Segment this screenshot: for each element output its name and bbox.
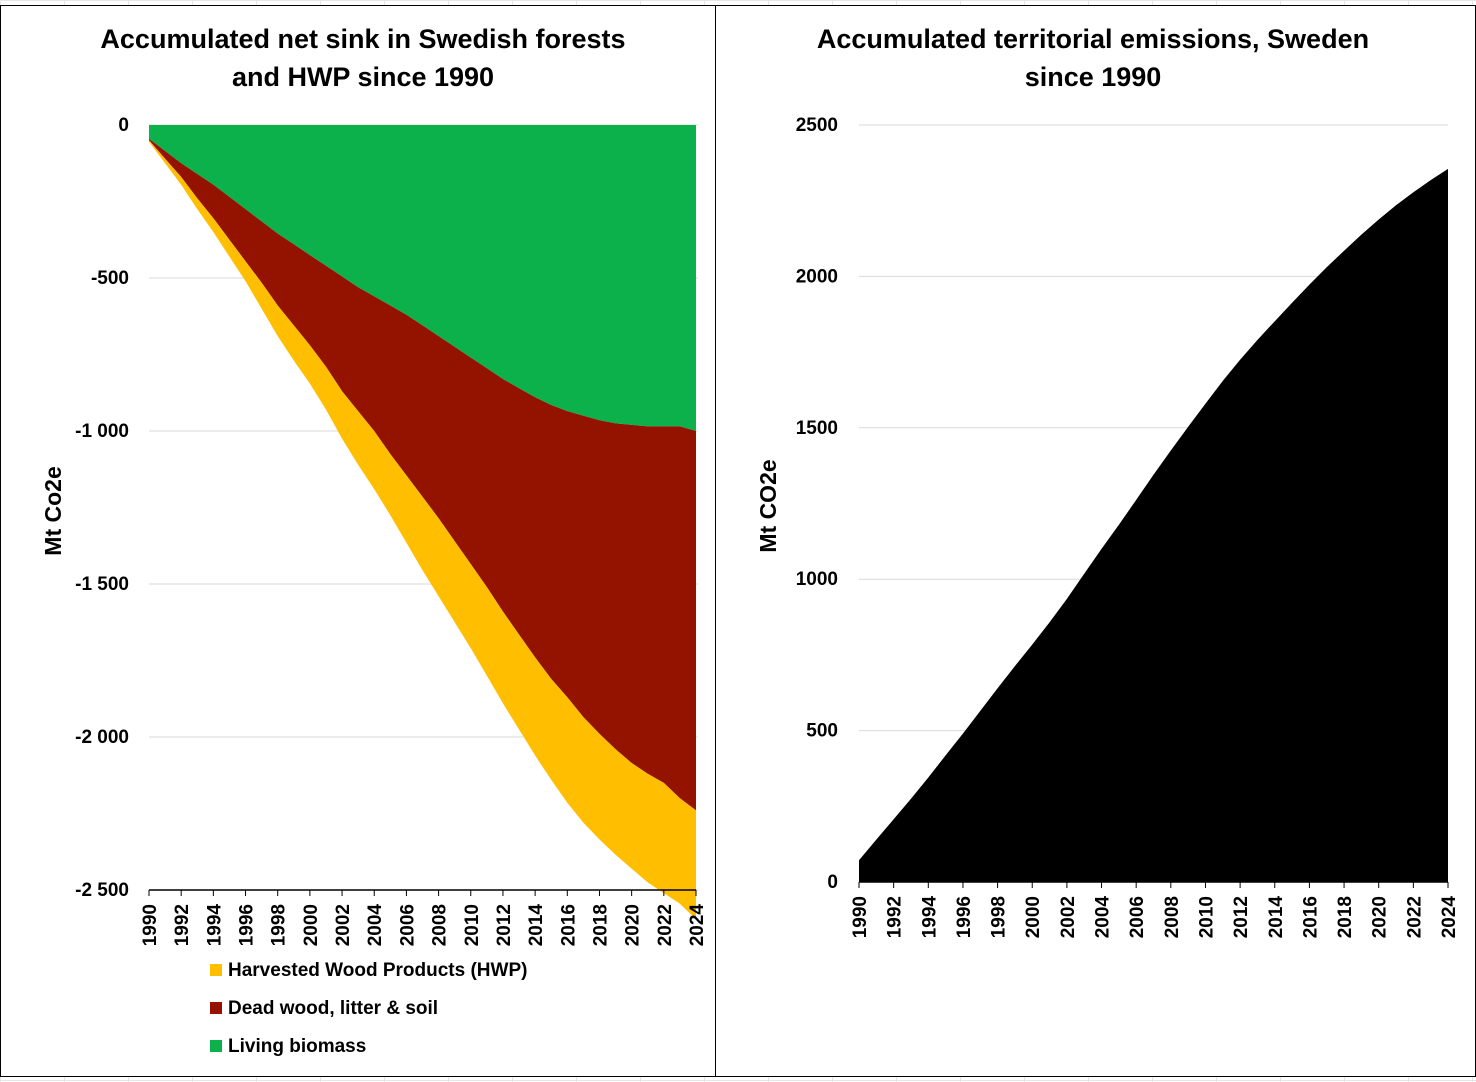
right-x-tick-label: 1992 (885, 896, 906, 938)
left-y-tick-label: -500 (91, 268, 129, 289)
legend-label-living-biomass: Living biomass (228, 1036, 366, 1057)
left-chart-title-line-2: and HWP since 1990 (232, 62, 494, 92)
right-x-tick-label: 2004 (1093, 896, 1114, 939)
right-area-emissions (859, 168, 1448, 882)
left-chart-panel: Accumulated net sink in Swedish forests … (0, 5, 716, 1077)
right-x-tick-label: 2010 (1197, 896, 1218, 938)
right-x-tick-label: 2020 (1370, 896, 1391, 938)
right-chart-title-line-2: since 1990 (1025, 62, 1162, 92)
left-y-tick-label: 0 (118, 115, 129, 136)
left-x-tick-label: 2008 (430, 904, 451, 946)
right-y-tick-label: 1000 (796, 569, 838, 590)
right-x-tick-label: 1990 (850, 896, 871, 938)
right-x-tick-label: 2014 (1266, 896, 1287, 939)
left-x-tick-label: 2018 (591, 904, 612, 946)
left-x-tick-label: 2004 (365, 904, 386, 947)
right-x-tick-label: 2016 (1300, 896, 1321, 938)
left-y-tick-label: -2 500 (75, 880, 129, 901)
left-chart-legend: Harvested Wood Products (HWP) Dead wood, … (210, 960, 527, 1057)
left-y-tick-label: -2 000 (75, 727, 129, 748)
right-x-tick-label: 1996 (954, 896, 975, 938)
left-x-tick-label: 2006 (397, 904, 418, 946)
left-chart-y-axis-label: Mt Co2e (40, 466, 66, 555)
left-y-tick-label: -1 000 (75, 421, 129, 442)
left-area-harvested-wood-products-hwp (149, 140, 696, 920)
right-y-tick-label: 1500 (796, 418, 838, 439)
left-x-tick-label: 1992 (172, 904, 193, 946)
left-x-tick-label: 1994 (204, 904, 225, 947)
left-x-tick-label: 2014 (526, 904, 547, 947)
right-chart-x-ticks: 1990 1992 1994 1996 1998 2000 2002 2004 2006 2008… (850, 881, 1460, 939)
right-chart-areas (859, 168, 1448, 882)
right-chart-y-axis-label: Mt CO2e (755, 459, 781, 552)
left-y-tick-label: -1 500 (75, 574, 129, 595)
left-x-tick-label: 2020 (623, 904, 644, 946)
left-x-tick-label: 2000 (301, 904, 322, 946)
right-x-tick-label: 2022 (1404, 896, 1425, 938)
legend-swatch-harvested-wood-products-hwp (210, 964, 222, 976)
left-x-tick-label: 1996 (237, 904, 258, 946)
right-y-tick-label: 2000 (796, 266, 838, 287)
left-x-tick-label: 2012 (494, 904, 515, 946)
left-x-tick-label: 2010 (462, 904, 483, 946)
left-x-tick-label: 1990 (140, 904, 161, 946)
left-x-tick-label: 1998 (269, 904, 290, 946)
right-x-tick-label: 2012 (1231, 896, 1252, 938)
right-x-tick-label: 2002 (1058, 896, 1079, 938)
right-y-tick-label: 0 (827, 872, 838, 893)
right-x-tick-label: 2008 (1162, 896, 1183, 938)
left-x-tick-label: 2024 (687, 904, 708, 947)
right-y-tick-label: 500 (806, 721, 838, 742)
right-chart-title-line-1: Accumulated territorial emissions, Swede… (817, 24, 1369, 54)
right-x-tick-label: 2024 (1439, 896, 1460, 939)
right-y-tick-label: 2500 (796, 115, 838, 136)
left-area-dead-wood-litter-soil (149, 138, 696, 811)
left-chart-y-ticks: 0 -500 -1 000 -1 500 -2 000 -2 500 (75, 115, 129, 901)
legend-label-harvested-wood-products-hwp: Harvested Wood Products (HWP) (228, 960, 527, 981)
left-x-tick-label: 2016 (558, 904, 579, 946)
left-x-tick-label: 2002 (333, 904, 354, 946)
legend-swatch-dead-wood-litter-soil (210, 1002, 222, 1014)
left-chart-x-ticks: 1990 1992 1994 1996 1998 2000 2002 2004 2006 2008… (140, 889, 708, 947)
legend-swatch-living-biomass (210, 1040, 222, 1052)
left-area-living-biomass (149, 125, 696, 431)
left-chart: Accumulated net sink in Swedish forests … (40, 24, 708, 1057)
left-chart-title-line-1: Accumulated net sink in Swedish forests (100, 24, 625, 54)
right-chart-panel: Accumulated territorial emissions, Swede… (715, 5, 1476, 1077)
legend-label-dead-wood-litter-soil: Dead wood, litter & soil (228, 998, 438, 1019)
left-x-tick-label: 2022 (655, 904, 676, 946)
right-x-tick-label: 2006 (1127, 896, 1148, 938)
right-chart: Accumulated territorial emissions, Swede… (755, 24, 1460, 939)
right-x-tick-label: 2000 (1023, 896, 1044, 938)
left-chart-areas (149, 125, 696, 920)
right-chart-y-ticks: 0 500 1000 1500 2000 2500 (796, 115, 838, 893)
right-x-tick-label: 2018 (1335, 896, 1356, 938)
right-x-tick-label: 1998 (989, 896, 1010, 938)
right-x-tick-label: 1994 (919, 896, 940, 939)
